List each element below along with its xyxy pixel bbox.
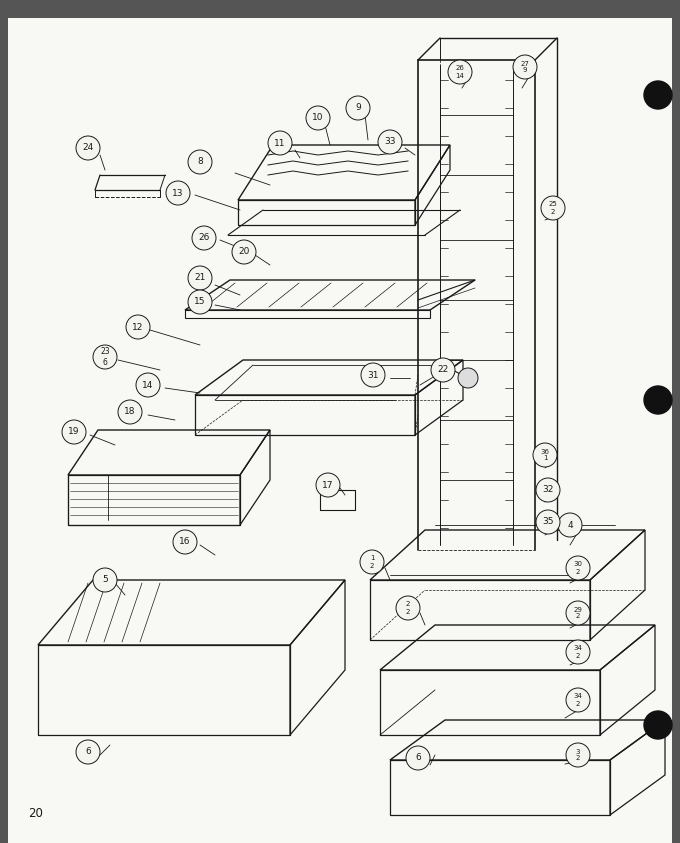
Text: 19: 19 (68, 427, 80, 437)
Circle shape (406, 746, 430, 770)
Text: 31: 31 (367, 371, 379, 379)
Text: 36
1: 36 1 (541, 448, 549, 461)
Circle shape (93, 345, 117, 369)
Circle shape (268, 131, 292, 155)
Circle shape (513, 55, 537, 79)
Text: 27
9: 27 9 (521, 61, 530, 73)
Circle shape (118, 400, 142, 424)
Circle shape (361, 363, 385, 387)
Circle shape (188, 290, 212, 314)
Circle shape (566, 640, 590, 664)
Text: 21: 21 (194, 273, 205, 282)
Text: 9: 9 (355, 104, 361, 112)
Text: 5: 5 (102, 576, 108, 584)
Text: 20: 20 (238, 248, 250, 256)
Bar (0, 0, 680, 18)
Text: 14: 14 (142, 380, 154, 389)
Text: 20: 20 (28, 807, 43, 820)
Text: 22: 22 (437, 366, 449, 374)
Bar (0, 0, 8, 843)
Text: 6: 6 (85, 748, 91, 756)
Circle shape (93, 568, 117, 592)
Circle shape (566, 688, 590, 712)
Circle shape (566, 556, 590, 580)
Circle shape (62, 420, 86, 444)
Text: 33: 33 (384, 137, 396, 147)
Circle shape (360, 550, 384, 574)
Text: 26: 26 (199, 234, 209, 243)
Text: 24: 24 (82, 143, 94, 153)
Text: 2
2: 2 2 (406, 602, 410, 615)
Text: 35: 35 (542, 518, 554, 527)
Circle shape (76, 136, 100, 160)
Circle shape (232, 240, 256, 264)
Circle shape (536, 478, 560, 502)
Text: 34
2: 34 2 (573, 694, 583, 706)
Bar (672, 0, 680, 843)
Text: 26
14: 26 14 (456, 66, 464, 78)
Circle shape (644, 386, 672, 414)
Text: 16: 16 (180, 538, 191, 546)
Text: 10: 10 (312, 114, 324, 122)
Circle shape (558, 513, 582, 537)
Circle shape (536, 510, 560, 534)
Text: 34
2: 34 2 (573, 646, 583, 658)
Circle shape (448, 60, 472, 84)
Circle shape (566, 743, 590, 767)
Text: 6: 6 (415, 754, 421, 763)
Text: 29
2: 29 2 (573, 606, 583, 620)
Text: 4: 4 (567, 520, 573, 529)
Text: 11: 11 (274, 138, 286, 148)
Circle shape (458, 368, 478, 388)
Text: 17: 17 (322, 481, 334, 490)
Circle shape (533, 443, 557, 467)
Circle shape (644, 711, 672, 739)
Text: 15: 15 (194, 298, 206, 307)
Circle shape (378, 130, 402, 154)
Text: 23
6: 23 6 (100, 347, 109, 367)
Circle shape (136, 373, 160, 397)
Circle shape (166, 181, 190, 205)
Text: 12: 12 (133, 323, 143, 331)
Circle shape (566, 601, 590, 625)
Circle shape (306, 106, 330, 130)
Circle shape (188, 150, 212, 174)
Circle shape (126, 315, 150, 339)
Text: 25
2: 25 2 (549, 201, 558, 214)
Text: 18: 18 (124, 407, 136, 416)
Circle shape (644, 81, 672, 109)
Text: 32: 32 (543, 486, 554, 495)
Circle shape (396, 596, 420, 620)
Circle shape (541, 196, 565, 220)
Circle shape (192, 226, 216, 250)
Circle shape (188, 266, 212, 290)
Text: 13: 13 (172, 189, 184, 197)
Text: 8: 8 (197, 158, 203, 167)
Text: 3
2: 3 2 (576, 749, 580, 761)
Circle shape (431, 358, 455, 382)
Text: 30
2: 30 2 (573, 561, 583, 574)
Circle shape (173, 530, 197, 554)
Circle shape (316, 473, 340, 497)
Circle shape (76, 740, 100, 764)
Text: 1
2: 1 2 (370, 556, 374, 568)
Circle shape (346, 96, 370, 120)
